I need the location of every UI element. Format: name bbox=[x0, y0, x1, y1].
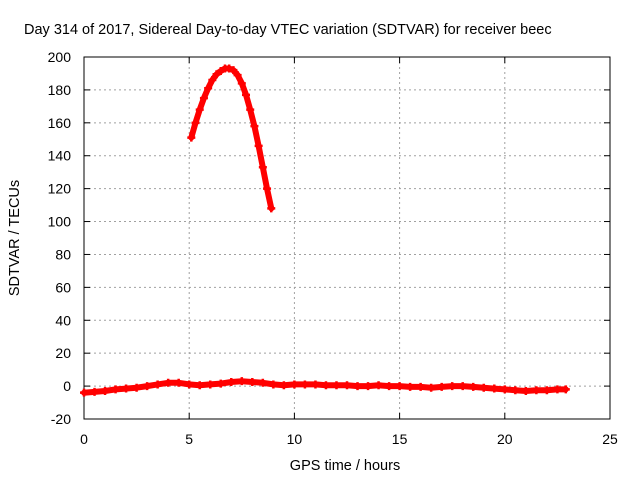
data-point bbox=[561, 385, 570, 394]
data-point bbox=[542, 386, 551, 395]
y-tick-label: -20 bbox=[51, 411, 71, 427]
y-tick-label: 160 bbox=[48, 115, 72, 131]
data-point bbox=[385, 382, 394, 391]
data-point bbox=[101, 387, 110, 396]
data-point bbox=[448, 382, 457, 391]
x-tick-label: 0 bbox=[80, 431, 88, 447]
data-point bbox=[532, 386, 541, 395]
data-point bbox=[143, 382, 152, 391]
data-point bbox=[332, 381, 341, 390]
data-point bbox=[406, 382, 415, 391]
data-point bbox=[479, 383, 488, 392]
data-point bbox=[227, 377, 236, 386]
data-point bbox=[500, 385, 509, 394]
data-point bbox=[321, 381, 330, 390]
data-point bbox=[416, 382, 425, 391]
y-tick-label: 40 bbox=[55, 312, 71, 328]
data-point bbox=[279, 381, 288, 390]
data-point bbox=[490, 384, 499, 393]
data-point bbox=[553, 385, 562, 394]
data-point bbox=[216, 66, 225, 75]
data-point bbox=[267, 204, 276, 213]
data-point bbox=[212, 70, 221, 79]
data-point bbox=[250, 122, 259, 131]
data-point bbox=[269, 380, 278, 389]
data-point bbox=[258, 163, 267, 172]
data-point bbox=[225, 64, 234, 73]
x-tick-label: 15 bbox=[392, 431, 408, 447]
data-point bbox=[290, 380, 299, 389]
x-axis-label: GPS time / hours bbox=[290, 458, 400, 474]
data-point bbox=[153, 380, 162, 389]
data-point bbox=[122, 384, 131, 393]
grid-lines bbox=[84, 57, 610, 419]
data-point bbox=[164, 378, 173, 387]
data-point bbox=[242, 90, 251, 99]
data-point bbox=[521, 387, 530, 396]
data-point bbox=[263, 184, 272, 193]
y-tick-labels: -20 0 20 40 60 80 100 120 140 160 180 200 bbox=[48, 49, 72, 427]
data-point bbox=[237, 377, 246, 386]
data-point bbox=[437, 382, 446, 391]
data-point bbox=[195, 105, 204, 114]
data-point bbox=[427, 383, 436, 392]
data-point bbox=[246, 105, 255, 114]
y-tick-label: 20 bbox=[55, 345, 71, 361]
x-tick-labels: 0 5 10 15 20 25 bbox=[80, 431, 618, 447]
y-tick-label: 80 bbox=[55, 246, 71, 262]
data-point bbox=[237, 79, 246, 88]
y-tick-label: 60 bbox=[55, 279, 71, 295]
x-tick-label: 25 bbox=[602, 431, 618, 447]
y-tick-label: 120 bbox=[48, 181, 72, 197]
data-point bbox=[511, 386, 520, 395]
data-point bbox=[185, 380, 194, 389]
plot-frame bbox=[83, 56, 611, 420]
data-series bbox=[80, 64, 570, 397]
tick-marks bbox=[83, 56, 611, 420]
data-point bbox=[374, 381, 383, 390]
data-point bbox=[206, 380, 215, 389]
data-point bbox=[254, 141, 263, 150]
data-point bbox=[311, 380, 320, 389]
data-point bbox=[174, 378, 183, 387]
data-point bbox=[395, 382, 404, 391]
x-tick-label: 20 bbox=[497, 431, 513, 447]
data-point bbox=[80, 388, 88, 397]
y-tick-label: 180 bbox=[48, 82, 72, 98]
data-point bbox=[458, 382, 467, 391]
data-point bbox=[191, 118, 200, 127]
data-point bbox=[132, 383, 141, 392]
y-axis-label: SDTVAR / TECUs bbox=[7, 180, 23, 296]
data-point bbox=[187, 133, 196, 142]
data-point bbox=[248, 377, 257, 386]
data-point bbox=[229, 66, 238, 75]
data-point bbox=[199, 94, 208, 103]
data-point bbox=[469, 382, 478, 391]
data-point bbox=[195, 381, 204, 390]
data-point bbox=[300, 380, 309, 389]
data-point bbox=[216, 379, 225, 388]
data-point bbox=[204, 84, 213, 93]
data-point bbox=[364, 382, 373, 391]
data-point bbox=[90, 387, 99, 396]
data-point bbox=[208, 76, 217, 85]
data-point bbox=[111, 385, 120, 394]
data-point bbox=[353, 382, 362, 391]
data-point bbox=[233, 71, 242, 80]
y-tick-label: 140 bbox=[48, 148, 72, 164]
data-point bbox=[258, 378, 267, 387]
x-tick-label: 5 bbox=[185, 431, 193, 447]
chart-title: Day 314 of 2017, Sidereal Day-to-day VTE… bbox=[24, 22, 552, 38]
y-tick-label: 0 bbox=[63, 378, 71, 394]
data-point bbox=[343, 381, 351, 390]
x-tick-label: 10 bbox=[287, 431, 303, 447]
y-tick-label: 200 bbox=[48, 49, 72, 65]
y-tick-label: 100 bbox=[48, 214, 72, 230]
